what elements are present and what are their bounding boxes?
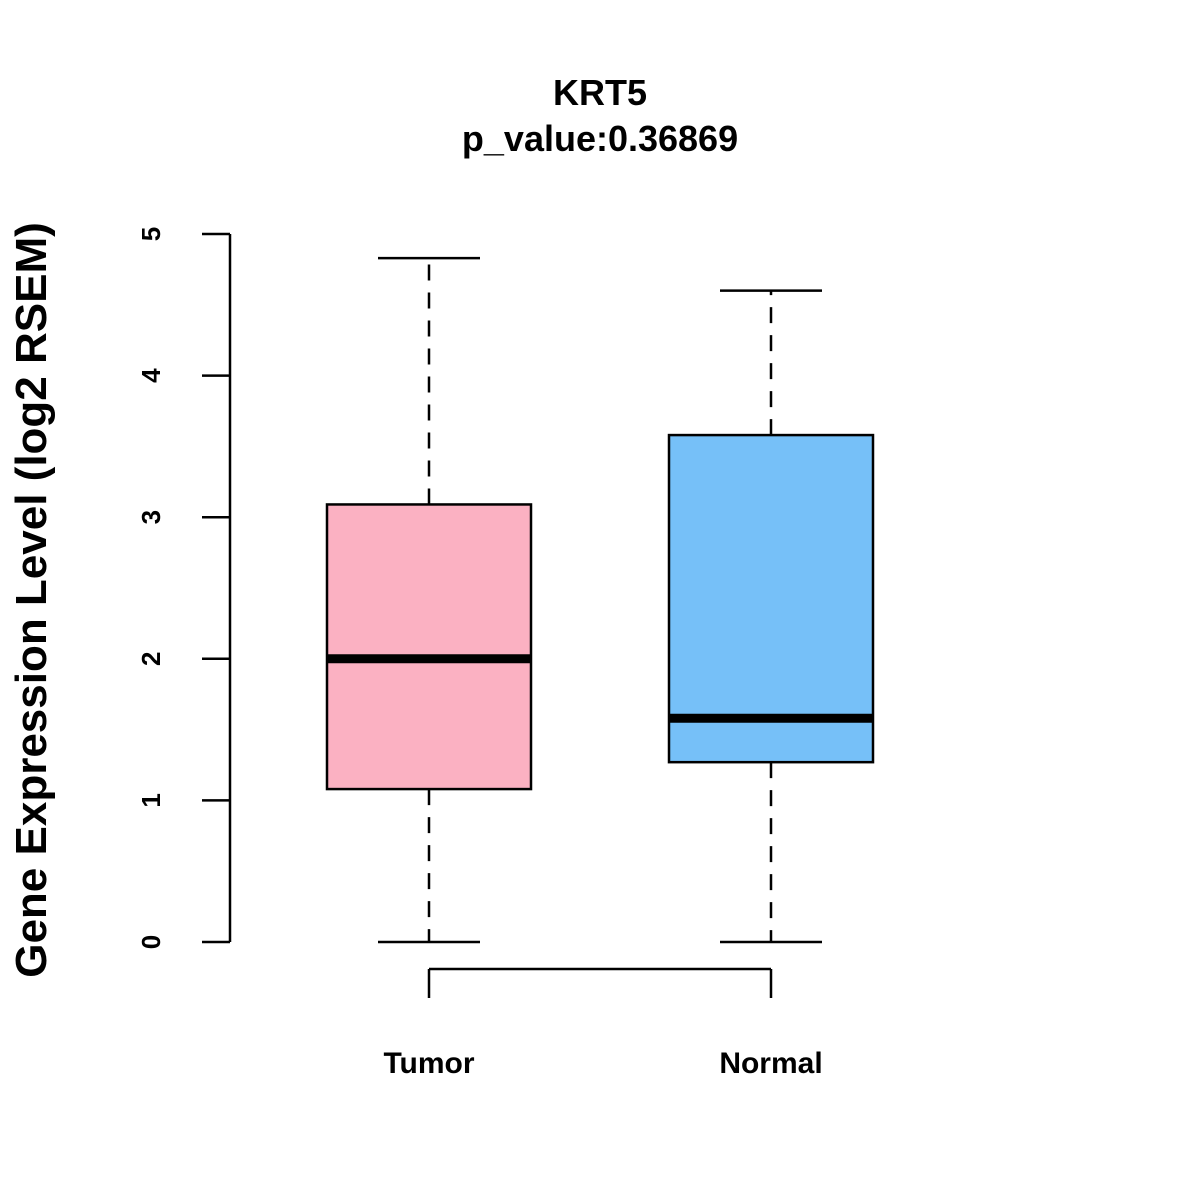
y-tick-label: 5: [136, 227, 166, 241]
box-tumor: [325, 256, 533, 944]
category-label-tumor: Tumor: [383, 1047, 474, 1080]
y-tick-label: 4: [136, 368, 166, 383]
category-labels: Tumor Normal: [383, 1047, 822, 1080]
y-axis-label: Gene Expression Level (log2 RSEM): [7, 222, 56, 978]
y-tick-label: 2: [136, 652, 166, 666]
y-tick-label: 3: [136, 510, 166, 524]
boxes-group: [325, 256, 875, 944]
iqr-box: [667, 433, 875, 764]
chart-title: KRT5: [553, 72, 647, 113]
y-axis: 0 1 2 3 4 5: [136, 227, 232, 949]
chart-subtitle: p_value:0.36869: [462, 118, 738, 159]
y-tick-label: 1: [136, 793, 166, 807]
comparison-bracket: [427, 967, 773, 998]
box-normal: [667, 289, 875, 944]
category-label-normal: Normal: [719, 1047, 822, 1080]
y-tick-label: 0: [136, 935, 166, 949]
iqr-box: [325, 503, 533, 791]
